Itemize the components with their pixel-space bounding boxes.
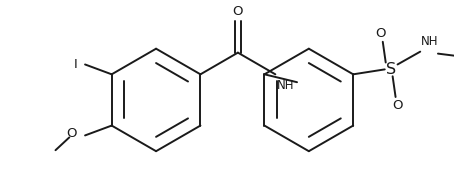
- Text: O: O: [376, 27, 386, 40]
- Text: S: S: [386, 62, 396, 77]
- Text: O: O: [233, 5, 243, 18]
- Text: O: O: [67, 127, 77, 140]
- Text: I: I: [74, 58, 77, 71]
- Text: NH: NH: [421, 35, 439, 48]
- Text: NH: NH: [277, 79, 295, 92]
- Text: O: O: [392, 99, 403, 112]
